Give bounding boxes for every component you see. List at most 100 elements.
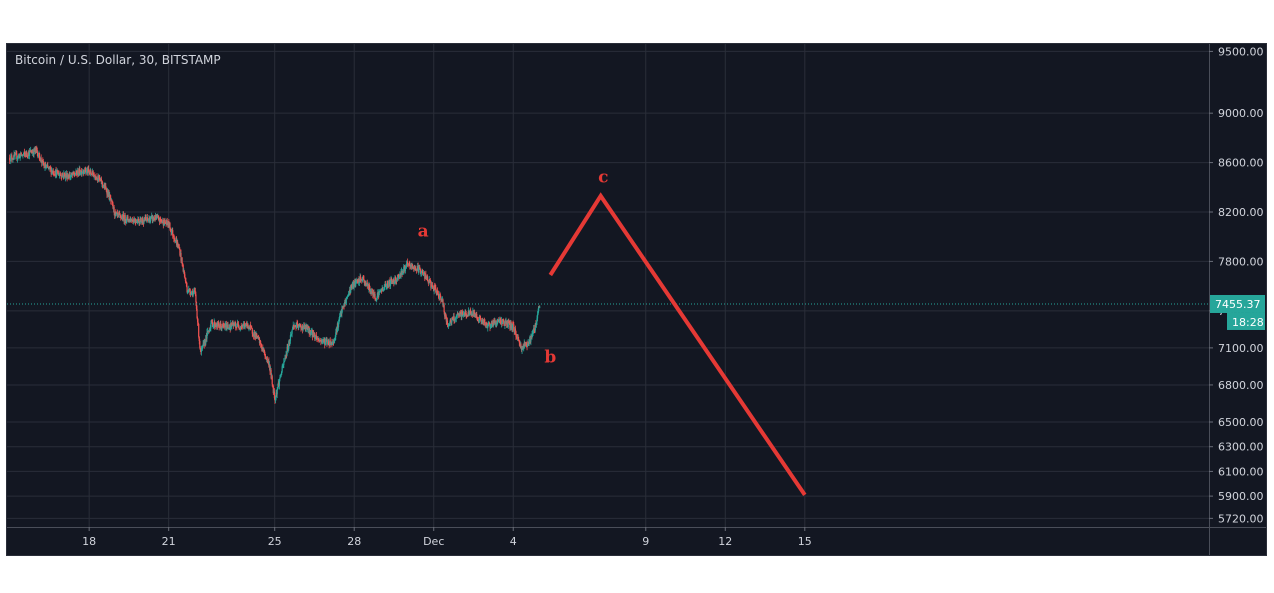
candle-body-down xyxy=(408,263,410,265)
candle-body-down xyxy=(525,343,528,345)
candle-body-down xyxy=(105,188,107,192)
candle-body-down xyxy=(26,151,28,155)
candle-body-down xyxy=(101,181,104,185)
candle-body-down xyxy=(443,304,445,313)
candle-body-down xyxy=(494,320,496,324)
candle-body-up xyxy=(330,344,332,346)
candle-body-down xyxy=(491,321,493,325)
candle-body-down xyxy=(169,222,171,230)
candle-body-down xyxy=(483,319,486,323)
candle-body-down xyxy=(181,257,183,264)
candle-body-down xyxy=(321,340,323,342)
candle-body-up xyxy=(283,361,285,365)
candle-body-down xyxy=(84,167,86,172)
candle-body-down xyxy=(36,150,38,153)
candle-body-down xyxy=(111,201,114,204)
candle-body-down xyxy=(373,292,375,296)
candle-body-up xyxy=(353,282,355,289)
candle-body-up xyxy=(284,357,286,362)
time-tick-label: 12 xyxy=(718,535,732,548)
candle-body-up xyxy=(430,284,433,288)
candle-body-down xyxy=(63,172,65,175)
candle-body-up xyxy=(468,314,471,316)
candle-body-down xyxy=(398,275,400,279)
candle-body-down xyxy=(327,341,330,346)
candle-body-up xyxy=(48,167,50,169)
candle-body-down xyxy=(294,325,297,327)
price-tick-label: 6300.00 xyxy=(1218,441,1264,454)
price-tick-label: 6500.00 xyxy=(1218,416,1264,429)
candle-body-up xyxy=(61,174,63,178)
candle-body-up xyxy=(538,306,540,311)
candle-body-up xyxy=(16,157,18,159)
candle-body-up xyxy=(279,377,281,379)
candle-body-down xyxy=(407,261,409,265)
candle-body-down xyxy=(450,320,452,323)
candle-body-up xyxy=(389,280,392,286)
candle-body-down xyxy=(326,340,328,344)
candle-body-up xyxy=(456,313,458,316)
time-axis[interactable]: 18 21 25 28 Dec 4 9 12 15 xyxy=(7,527,1267,548)
candles xyxy=(9,145,541,405)
candle-body-down xyxy=(23,152,26,154)
candle-body-up xyxy=(278,378,280,386)
candle-body-up xyxy=(324,341,326,345)
candle-body-up xyxy=(383,289,385,291)
candle-body-down xyxy=(533,328,535,331)
candle-body-down xyxy=(393,279,395,284)
candle-body-up xyxy=(332,341,334,345)
candle-body-up xyxy=(212,325,214,327)
candle-body-down xyxy=(430,280,432,288)
candle-body-down xyxy=(486,322,488,326)
candle-body-down xyxy=(445,316,447,322)
candle-body-up xyxy=(356,279,358,282)
candle-body-up xyxy=(402,271,404,275)
candle-body-up xyxy=(345,302,347,304)
chart-panel[interactable]: a b c 9500.00 9000.00 8600.00 8200.00 7800.00 7… xyxy=(6,43,1267,556)
candle-body-down xyxy=(199,340,201,348)
price-axis[interactable]: 9500.009000.008600.008200.007800.007400.… xyxy=(1209,44,1265,556)
candle-body-up xyxy=(334,336,336,340)
candle-body-up xyxy=(281,371,283,376)
candle-body-down xyxy=(429,279,431,281)
candle-body-up xyxy=(201,345,204,348)
candle-body-up xyxy=(78,173,80,176)
candle-body-down xyxy=(180,253,182,261)
wave-label-b: b xyxy=(544,348,556,368)
candle-body-up xyxy=(358,282,361,284)
candle-body-down xyxy=(147,219,149,221)
candle-body-up xyxy=(310,331,313,333)
candle-body-up xyxy=(291,329,293,334)
time-tick-label: 15 xyxy=(798,535,812,548)
candle-body-down xyxy=(53,174,56,176)
candle-body-down xyxy=(222,324,224,326)
candle-body-down xyxy=(498,319,500,322)
candle-body-up xyxy=(287,348,289,350)
candle-body-up xyxy=(236,323,238,327)
candle-body-down xyxy=(124,215,126,221)
candle-body-up xyxy=(274,397,277,401)
candle-body-up xyxy=(79,173,82,175)
candlestick-chart[interactable]: a b c 9500.00 9000.00 8600.00 8200.00 7800.00 7… xyxy=(7,44,1267,556)
candle-body-down xyxy=(49,166,51,169)
candle-body-down xyxy=(461,311,463,316)
time-tick-label: 25 xyxy=(268,535,282,548)
candle-body-down xyxy=(272,385,274,394)
candle-body-down xyxy=(94,175,96,179)
candle-body-up xyxy=(375,299,377,301)
candle-body-down xyxy=(217,322,220,325)
candle-body-up xyxy=(404,266,407,271)
time-tick-label: 21 xyxy=(162,535,176,548)
candle-body-down xyxy=(508,321,510,323)
price-tick-label: 9000.00 xyxy=(1218,107,1264,120)
candle-body-down xyxy=(54,174,56,176)
candle-body-down xyxy=(44,164,47,168)
candle-body-down xyxy=(445,313,447,317)
candle-body-down xyxy=(269,364,271,372)
candle-body-down xyxy=(250,325,252,327)
candle-body-up xyxy=(14,153,16,156)
candle-body-down xyxy=(40,157,42,162)
candle-body-up xyxy=(455,316,457,319)
candle-body-up xyxy=(331,344,334,346)
candle-body-down xyxy=(368,285,371,289)
